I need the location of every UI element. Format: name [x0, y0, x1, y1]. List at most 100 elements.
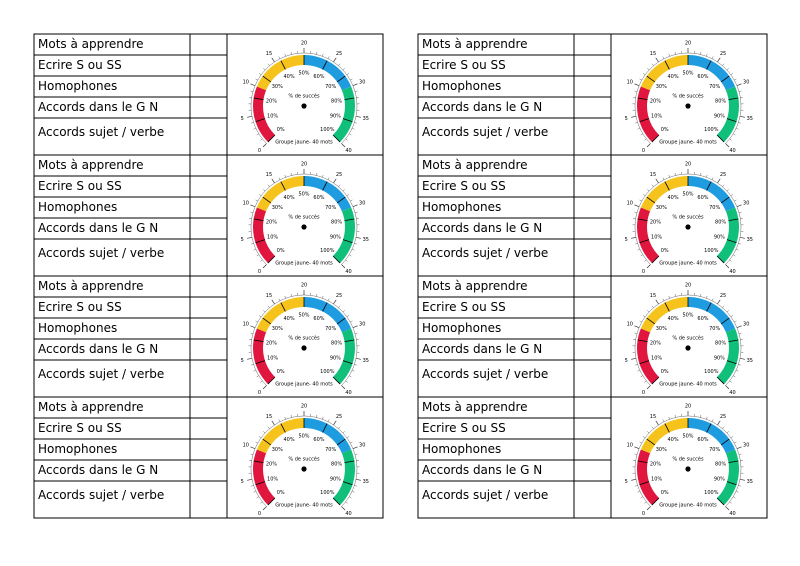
percent-label: 30% — [272, 447, 283, 453]
percent-label: 40% — [283, 195, 294, 201]
gauge-tick — [271, 57, 275, 63]
gauge-band — [256, 176, 304, 212]
scale-label: 0 — [642, 269, 645, 275]
gauge-tick — [722, 426, 725, 429]
scale-label: 35 — [363, 358, 369, 364]
gauge-tick — [349, 254, 352, 257]
card: Mots à apprendre Ecrire S ou SS Homophones… — [417, 396, 768, 519]
percent-label: 90% — [714, 477, 725, 483]
gauge-tick — [717, 420, 721, 426]
percent-label: 20% — [266, 461, 277, 467]
gauge-tick — [700, 293, 702, 297]
scale-label: 25 — [336, 414, 342, 420]
band-tick — [720, 317, 730, 325]
scale-label: 35 — [363, 479, 369, 485]
gauge-tick — [352, 446, 358, 450]
scale-label: 10 — [627, 321, 633, 327]
percent-label: 30% — [656, 447, 667, 453]
row-label: Accords sujet / verbe — [422, 488, 548, 502]
gauge-tick — [640, 254, 643, 257]
gauge-tick — [738, 332, 742, 334]
band-tick — [336, 317, 346, 325]
gauge-tick — [250, 211, 254, 213]
gauge-tick — [333, 299, 337, 305]
percent-label: 40% — [667, 316, 678, 322]
gauge-tick — [674, 172, 676, 176]
row-label: Accords dans le G N — [422, 100, 542, 114]
scale-label: 0 — [258, 269, 261, 275]
scale-label: 20 — [685, 283, 691, 289]
gauge-tick — [706, 174, 708, 178]
band-tick — [332, 497, 341, 506]
percent-label: 70% — [709, 84, 720, 90]
gauge-tick — [352, 370, 355, 372]
gauge-tick — [631, 236, 637, 239]
percent-label: 10% — [267, 235, 278, 241]
percent-label: 50% — [298, 434, 309, 440]
percent-label: 10% — [267, 356, 278, 362]
gauge-tick — [634, 453, 638, 455]
gauge-tick — [284, 53, 286, 57]
card: Mots à apprendre Ecrire S ou SS Homophones… — [33, 154, 384, 277]
scale-label: 20 — [685, 162, 691, 168]
gauge-tick — [327, 177, 330, 180]
gauge-tick — [322, 416, 324, 420]
row-label: Ecrire S ou SS — [38, 300, 122, 314]
gauge-tick — [651, 184, 654, 187]
gauge-band — [716, 328, 739, 385]
percent-label: 20% — [650, 98, 661, 104]
gauge-band — [637, 328, 660, 385]
gauge-tick — [637, 128, 640, 130]
gauge-tick — [662, 177, 665, 180]
gauge-tick — [271, 420, 275, 426]
gauge-tick — [247, 236, 253, 239]
gauge-tick — [736, 128, 739, 130]
gauge-tick — [260, 259, 263, 262]
gauge-tick — [278, 177, 281, 180]
scale-label: 10 — [627, 442, 633, 448]
gauge-tick — [734, 320, 737, 323]
scale-label: 30 — [743, 200, 749, 206]
gauge-band — [332, 207, 355, 264]
gauge-tick — [327, 419, 330, 422]
band-tick — [322, 60, 328, 70]
percent-label: 50% — [682, 434, 693, 440]
band-tick — [728, 97, 739, 100]
band-tick — [262, 438, 272, 446]
gauge-tick — [263, 310, 266, 313]
gauge-tick — [290, 51, 292, 55]
percent-label: 30% — [656, 326, 667, 332]
gauge-tick — [722, 63, 725, 66]
gauge-tick — [640, 496, 643, 499]
percent-label: 50% — [298, 71, 309, 77]
card: Mots à apprendre Ecrire S ou SS Homophones… — [417, 33, 768, 156]
scale-label: 15 — [650, 293, 656, 299]
gauge-footer: Groupe jaune- 40 mots — [659, 503, 717, 509]
scale-label: 0 — [258, 511, 261, 517]
gauge-tick — [267, 63, 270, 66]
gauge-tick — [284, 295, 286, 299]
percent-label: 50% — [298, 192, 309, 198]
band-tick — [267, 497, 276, 506]
gauge-tick — [647, 189, 650, 192]
gauge-tick — [316, 51, 318, 55]
gauge-tick — [262, 385, 267, 390]
band-tick — [637, 339, 648, 342]
gauge-outline — [634, 173, 742, 265]
gauge-band — [716, 449, 739, 506]
percent-label: 30% — [272, 326, 283, 332]
row-label: Mots à apprendre — [422, 279, 528, 293]
gauge-band — [688, 176, 736, 212]
gauge-tick — [730, 194, 734, 197]
gauge-tick — [700, 172, 702, 176]
band-tick — [716, 255, 725, 264]
band-tick — [706, 302, 712, 312]
percent-label: 100% — [320, 127, 335, 133]
percent-label: 40% — [283, 437, 294, 443]
band-tick — [646, 317, 656, 325]
gauge-tick — [352, 83, 358, 87]
gauge-tick — [729, 259, 732, 262]
gauge-tick — [733, 496, 736, 499]
percent-label: 80% — [331, 340, 342, 346]
